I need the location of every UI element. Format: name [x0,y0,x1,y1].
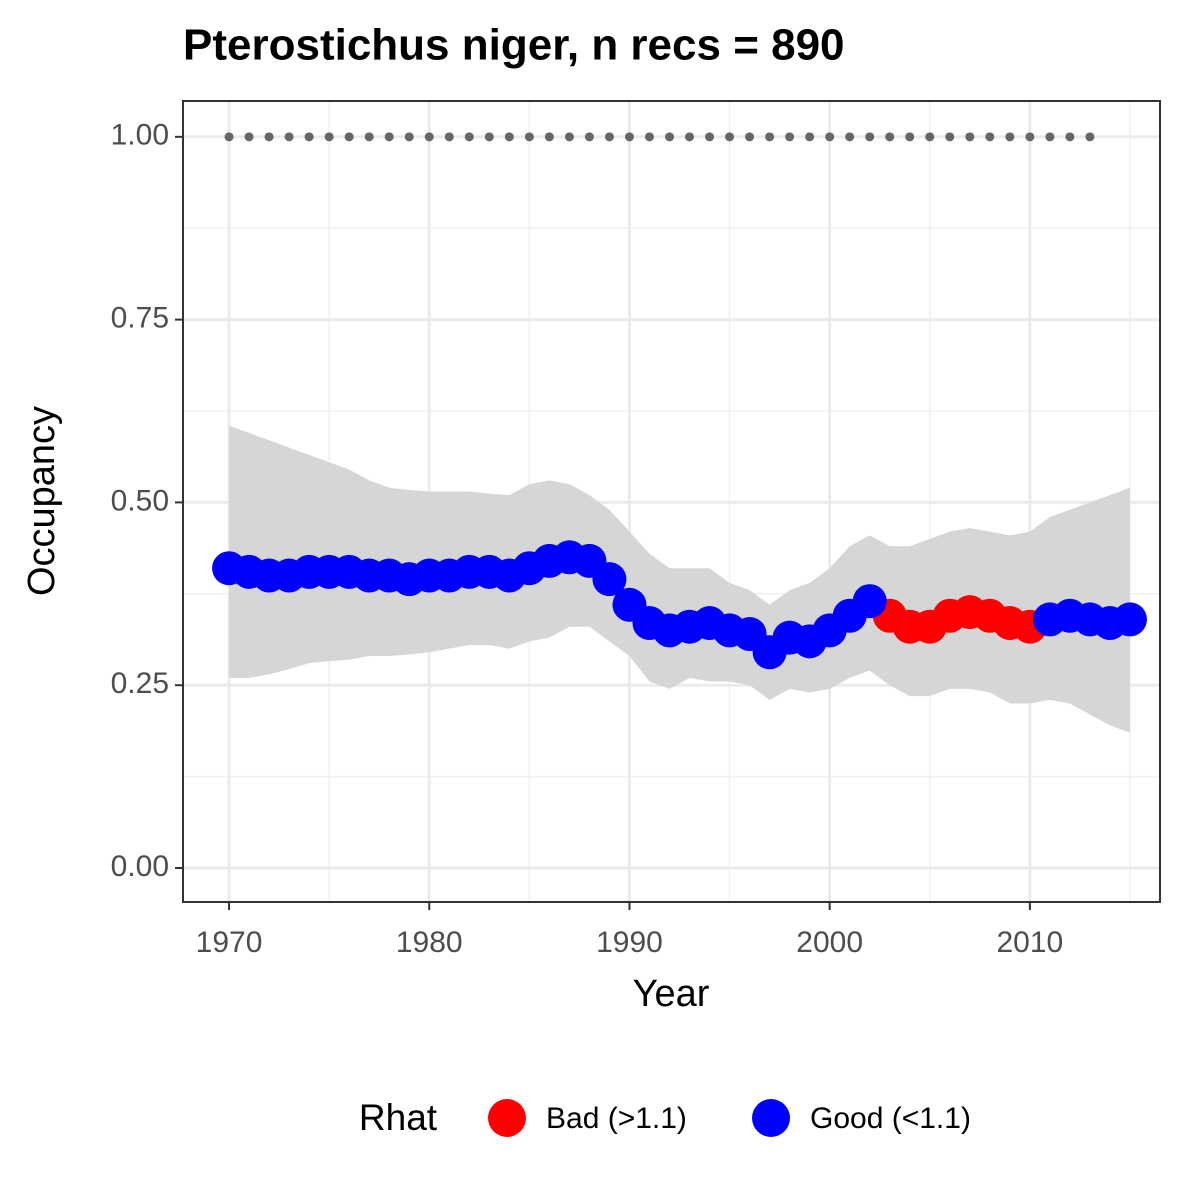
legend-label: Bad (>1.1) [546,1102,687,1135]
record-dot [1005,132,1015,142]
chart-title: Pterostichus niger, n recs = 890 [183,21,845,70]
record-dot [304,132,314,142]
legend-key [488,1099,526,1137]
record-dot [544,132,554,142]
y-axis-label: Occupancy [21,406,63,596]
record-dot [264,132,274,142]
point [1112,602,1147,637]
record-dot [865,132,875,142]
y-tick-label: 0.25 [111,667,169,700]
record-dot [484,132,494,142]
record-dot [1085,132,1095,142]
record-dot [624,132,634,142]
record-dot [845,132,855,142]
record-dot [705,132,715,142]
record-dot [745,132,755,142]
record-dot [825,132,835,142]
x-tick-label: 2010 [996,926,1063,959]
record-dot [524,132,534,142]
record-dot [1065,132,1075,142]
record-dot [504,132,514,142]
record-dot [244,132,254,142]
record-dot [685,132,695,142]
record-dot [965,132,975,142]
record-dot [444,132,454,142]
record-dot [464,132,474,142]
record-dot [224,132,234,142]
record-dot [885,132,895,142]
record-dot [985,132,995,142]
record-dot [1045,132,1055,142]
x-tick-label: 1980 [396,926,463,959]
record-dot [785,132,795,142]
record-dot [725,132,735,142]
record-dot [945,132,955,142]
confidence-band [229,425,1130,733]
record-dot [584,132,594,142]
y-tick-label: 0.75 [111,302,169,335]
record-dot [644,132,654,142]
record-dot [284,132,294,142]
record-dot [1025,132,1035,142]
record-dot [424,132,434,142]
legend-key [752,1099,790,1137]
record-dot [324,132,334,142]
y-tick-label: 0.50 [111,484,169,517]
record-dot [364,132,374,142]
record-dot [664,132,674,142]
record-dot [905,132,915,142]
record-dot [925,132,935,142]
record-dot [604,132,614,142]
point [592,562,627,597]
legend-label: Good (<1.1) [810,1102,971,1135]
y-tick-label: 0.00 [111,850,169,883]
x-axis-label: Year [633,973,710,1015]
record-dot [564,132,574,142]
legend-title: Rhat [359,1097,438,1138]
panel-border [182,100,1161,903]
record-dot [404,132,414,142]
record-dot [805,132,815,142]
record-dot [344,132,354,142]
x-tick-label: 1990 [596,926,663,959]
record-dot [384,132,394,142]
record-dot [765,132,775,142]
x-tick-label: 1970 [196,926,263,959]
x-tick-label: 2000 [796,926,863,959]
y-tick-label: 1.00 [111,119,169,152]
point [852,584,887,619]
